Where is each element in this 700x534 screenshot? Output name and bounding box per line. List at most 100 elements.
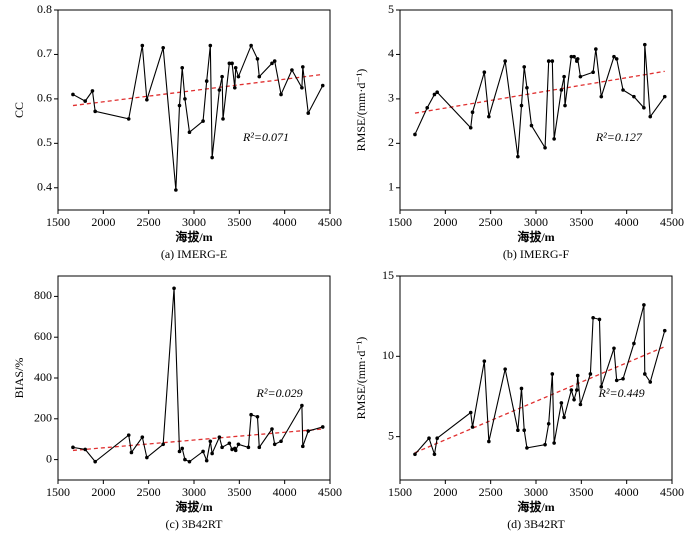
data-point [255,57,260,61]
data-point [519,103,524,108]
data-point [594,47,598,51]
x-tick-label: 1500 [388,215,412,229]
data-point [575,373,580,378]
plot-frame [399,9,673,211]
data-point [257,74,262,79]
data-point [236,74,241,79]
data-point [578,402,583,407]
data-point [546,59,551,63]
y-tick-label: 0.5 [37,135,52,149]
x-tick-label: 2500 [479,215,503,229]
data-point [427,436,431,441]
data-point [306,111,311,115]
annotation: R²=0.029 [256,386,303,400]
data-point [435,90,439,95]
data-point [279,439,283,444]
data-point [552,441,556,445]
data-point [257,445,262,450]
x-tick-label: 2000 [91,215,115,229]
data-point [588,372,593,376]
caption: (d) 3B42RT [507,517,565,531]
data-point [161,45,165,50]
data-point [126,117,131,121]
x-tick-label: 3000 [524,485,548,499]
data-point [413,132,417,137]
data-point [552,137,556,141]
y-tick-label: 10 [382,348,394,362]
data-point [180,65,185,70]
data-point [183,97,187,101]
data-point [306,429,311,433]
data-point [621,88,625,92]
data-point [145,455,149,460]
data-point [614,378,619,383]
data-point [230,447,234,452]
data-point [621,377,625,381]
data-point [233,85,237,90]
x-tick-label: 1500 [46,485,70,499]
y-tick-label: 0.4 [37,180,52,194]
x-tick-label: 4000 [615,485,639,499]
x-tick-label: 2500 [479,485,503,499]
data-point [522,65,527,69]
data-line [72,44,324,191]
x-tick-label: 3500 [227,485,251,499]
data-point [210,451,214,456]
data-point [643,42,647,47]
data-point [255,414,260,419]
data-point [614,57,619,61]
data-point [183,457,187,462]
data-point [591,70,595,75]
data-point [187,459,192,464]
data-point [93,109,97,114]
y-tick-label: 600 [34,329,52,343]
data-point [543,145,547,150]
data-point [546,421,551,426]
data-point [177,103,182,108]
data-point [272,442,277,447]
plot-frame [57,9,331,211]
data-point [550,59,555,63]
data-point [272,59,277,63]
data-point [597,317,602,322]
data-line [414,304,666,455]
data-point [575,388,579,392]
data-point [320,83,325,88]
y-axis-label: RMSE/(mm·d⁻¹) [354,69,368,152]
data-point [612,54,616,59]
data-point [204,79,209,83]
data-point [516,154,520,159]
annotation: R²=0.449 [598,386,645,400]
annotation: R²=0.127 [595,130,643,144]
y-axis-label: RMSE/(mm·d⁻¹) [354,337,368,420]
data-point [662,94,667,99]
caption: (c) 3B42RT [166,517,224,531]
data-point [180,446,185,451]
x-tick-label: 1500 [46,215,70,229]
data-point [632,94,636,99]
data-point [562,415,566,420]
data-point [201,119,205,123]
x-tick-label: 4000 [273,485,297,499]
data-point [569,388,574,392]
data-line [72,288,323,463]
y-tick-label: 5 [388,2,394,16]
y-axis-label: BIAS/% [12,358,26,399]
data-point [246,445,251,450]
x-tick-label: 3500 [569,215,593,229]
data-point [177,449,182,454]
data-point [648,114,653,119]
data-point [563,103,567,108]
data-point [522,428,527,433]
data-point [140,43,145,48]
data-point [204,458,209,463]
trend-line [72,428,323,452]
y-tick-label: 15 [382,268,394,282]
data-point [300,85,304,90]
x-tick-label: 3500 [569,485,593,499]
data-point [503,59,507,63]
x-tick-label: 4000 [615,215,639,229]
data-point [525,446,529,450]
data-point [217,435,222,439]
